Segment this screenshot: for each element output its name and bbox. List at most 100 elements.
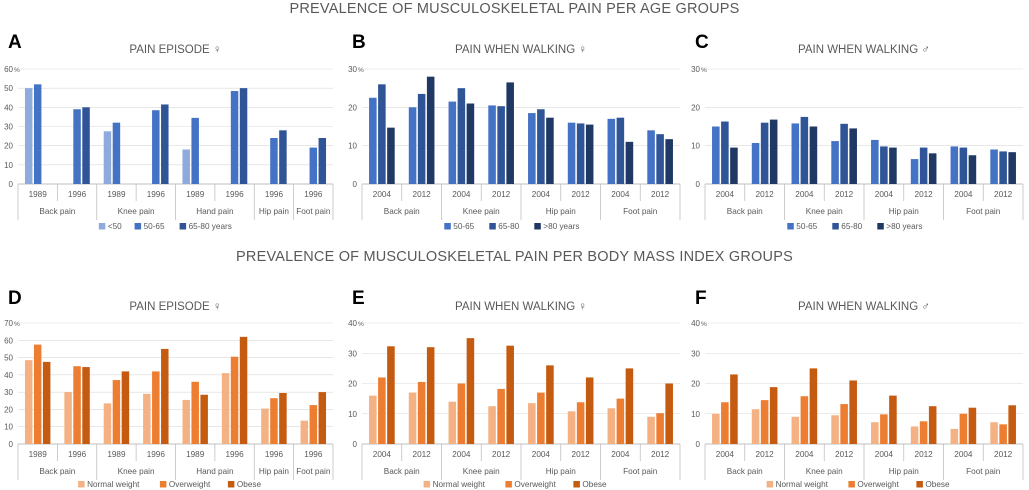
y-tick-label: 30 <box>691 349 700 358</box>
x-tick-label: 1996 <box>225 190 244 199</box>
bar-f <box>871 422 879 444</box>
y-tick-label: 40 <box>348 319 357 328</box>
legend-label: 65-80 <box>498 222 519 231</box>
bar-b <box>387 127 395 184</box>
bar-d <box>82 367 90 444</box>
legend-swatch <box>766 481 774 488</box>
bar-b <box>506 82 514 184</box>
bar-f <box>999 424 1007 444</box>
bar-d <box>121 371 130 444</box>
bar-b <box>488 105 496 184</box>
legend-swatch <box>787 223 794 230</box>
x-tick-label: 2012 <box>572 190 591 199</box>
bar-d <box>24 360 33 444</box>
x-tick-label: 2012 <box>835 450 854 459</box>
legend-label: 50-65 <box>796 222 817 231</box>
legend-swatch <box>179 223 187 230</box>
y-unit-label: % <box>358 321 364 328</box>
legend-label: Obese <box>925 480 950 489</box>
bar-d <box>161 348 169 444</box>
bar-e <box>426 347 435 444</box>
bar-f <box>919 421 928 444</box>
panel-letter-d: D <box>8 288 22 309</box>
legend-label: Obese <box>582 480 607 489</box>
bar-c <box>760 122 769 184</box>
bar-f <box>950 428 959 444</box>
bar-a <box>33 84 42 184</box>
bar-b <box>369 97 377 184</box>
bar-c <box>889 147 897 184</box>
group-label: Hand pain <box>196 467 234 476</box>
bar-c <box>721 121 729 184</box>
x-tick-label: 2012 <box>994 450 1013 459</box>
bar-b <box>607 118 616 184</box>
x-tick-label: 2004 <box>452 190 471 199</box>
bar-f <box>831 415 839 444</box>
group-label: Hip pain <box>546 207 576 216</box>
bar-f <box>849 380 857 444</box>
group-label: Hip pain <box>259 467 289 476</box>
x-tick-label: 2004 <box>532 190 551 199</box>
bar-f <box>751 409 760 444</box>
group-label: Knee pain <box>118 207 155 216</box>
group-label: Back pain <box>384 467 420 476</box>
x-tick-label: 2012 <box>835 190 854 199</box>
x-tick-label: 2004 <box>373 190 392 199</box>
x-tick-label: 1996 <box>304 190 323 199</box>
bar-f <box>880 414 888 444</box>
bar-d <box>33 344 42 444</box>
legend-label: 65-80 years <box>189 222 232 231</box>
bar-b <box>546 117 554 184</box>
legend-swatch <box>78 481 85 488</box>
bar-f <box>1008 405 1016 444</box>
bar-b <box>466 103 475 184</box>
chart-d: D PAIN EPISODE ♀ 0 10 20 30 40 50 60 70 % Back pain… <box>4 288 334 489</box>
bar-a <box>318 138 327 184</box>
y-tick-label: 60 <box>4 65 13 74</box>
x-tick-label: 2012 <box>492 450 511 459</box>
bar-c <box>831 141 839 184</box>
x-tick-label: 1989 <box>107 190 126 199</box>
legend-label: >80 years <box>886 222 922 231</box>
bar-d <box>191 381 199 444</box>
bar-b <box>378 84 386 184</box>
bar-a <box>191 117 199 184</box>
y-tick-label: 0 <box>9 440 14 449</box>
y-tick-label: 40 <box>4 371 13 380</box>
bar-d <box>270 398 278 444</box>
x-tick-label: 1989 <box>186 190 205 199</box>
group-label: Knee pain <box>463 207 500 216</box>
panel-letter-b: B <box>352 32 366 53</box>
bar-e <box>417 381 426 444</box>
y-unit-label: % <box>701 67 707 74</box>
bar-e <box>457 383 466 444</box>
bar-e <box>607 408 616 444</box>
x-tick-label: 2004 <box>795 190 814 199</box>
y-tick-label: 20 <box>691 103 700 112</box>
bar-e <box>466 338 475 444</box>
x-tick-label: 2004 <box>611 450 630 459</box>
x-tick-label: 2012 <box>492 190 511 199</box>
group-label: Foot pain <box>623 467 658 476</box>
legend-swatch <box>505 481 512 488</box>
bar-d <box>143 393 151 444</box>
x-tick-label: 1989 <box>29 450 48 459</box>
chart-title-f: PAIN WHEN WALKING ♂ <box>798 301 930 313</box>
x-tick-label: 2004 <box>716 450 735 459</box>
bar-d <box>73 366 81 444</box>
bar-e <box>408 392 417 444</box>
group-label: Foot pain <box>966 467 1001 476</box>
x-tick-label: 1989 <box>29 190 48 199</box>
bar-a <box>73 109 81 184</box>
chart-e: E PAIN WHEN WALKING ♀ 0 10 20 30 40 % Back pain K… <box>348 288 681 489</box>
bar-c <box>990 149 998 184</box>
y-tick-label: 50 <box>4 354 13 363</box>
bar-b <box>625 141 634 184</box>
bar-c <box>849 128 857 184</box>
x-tick-label: 1996 <box>265 190 284 199</box>
y-tick-label: 10 <box>4 161 13 170</box>
bar-b <box>537 109 545 184</box>
bar-e <box>448 401 457 444</box>
bar-f <box>990 422 998 444</box>
